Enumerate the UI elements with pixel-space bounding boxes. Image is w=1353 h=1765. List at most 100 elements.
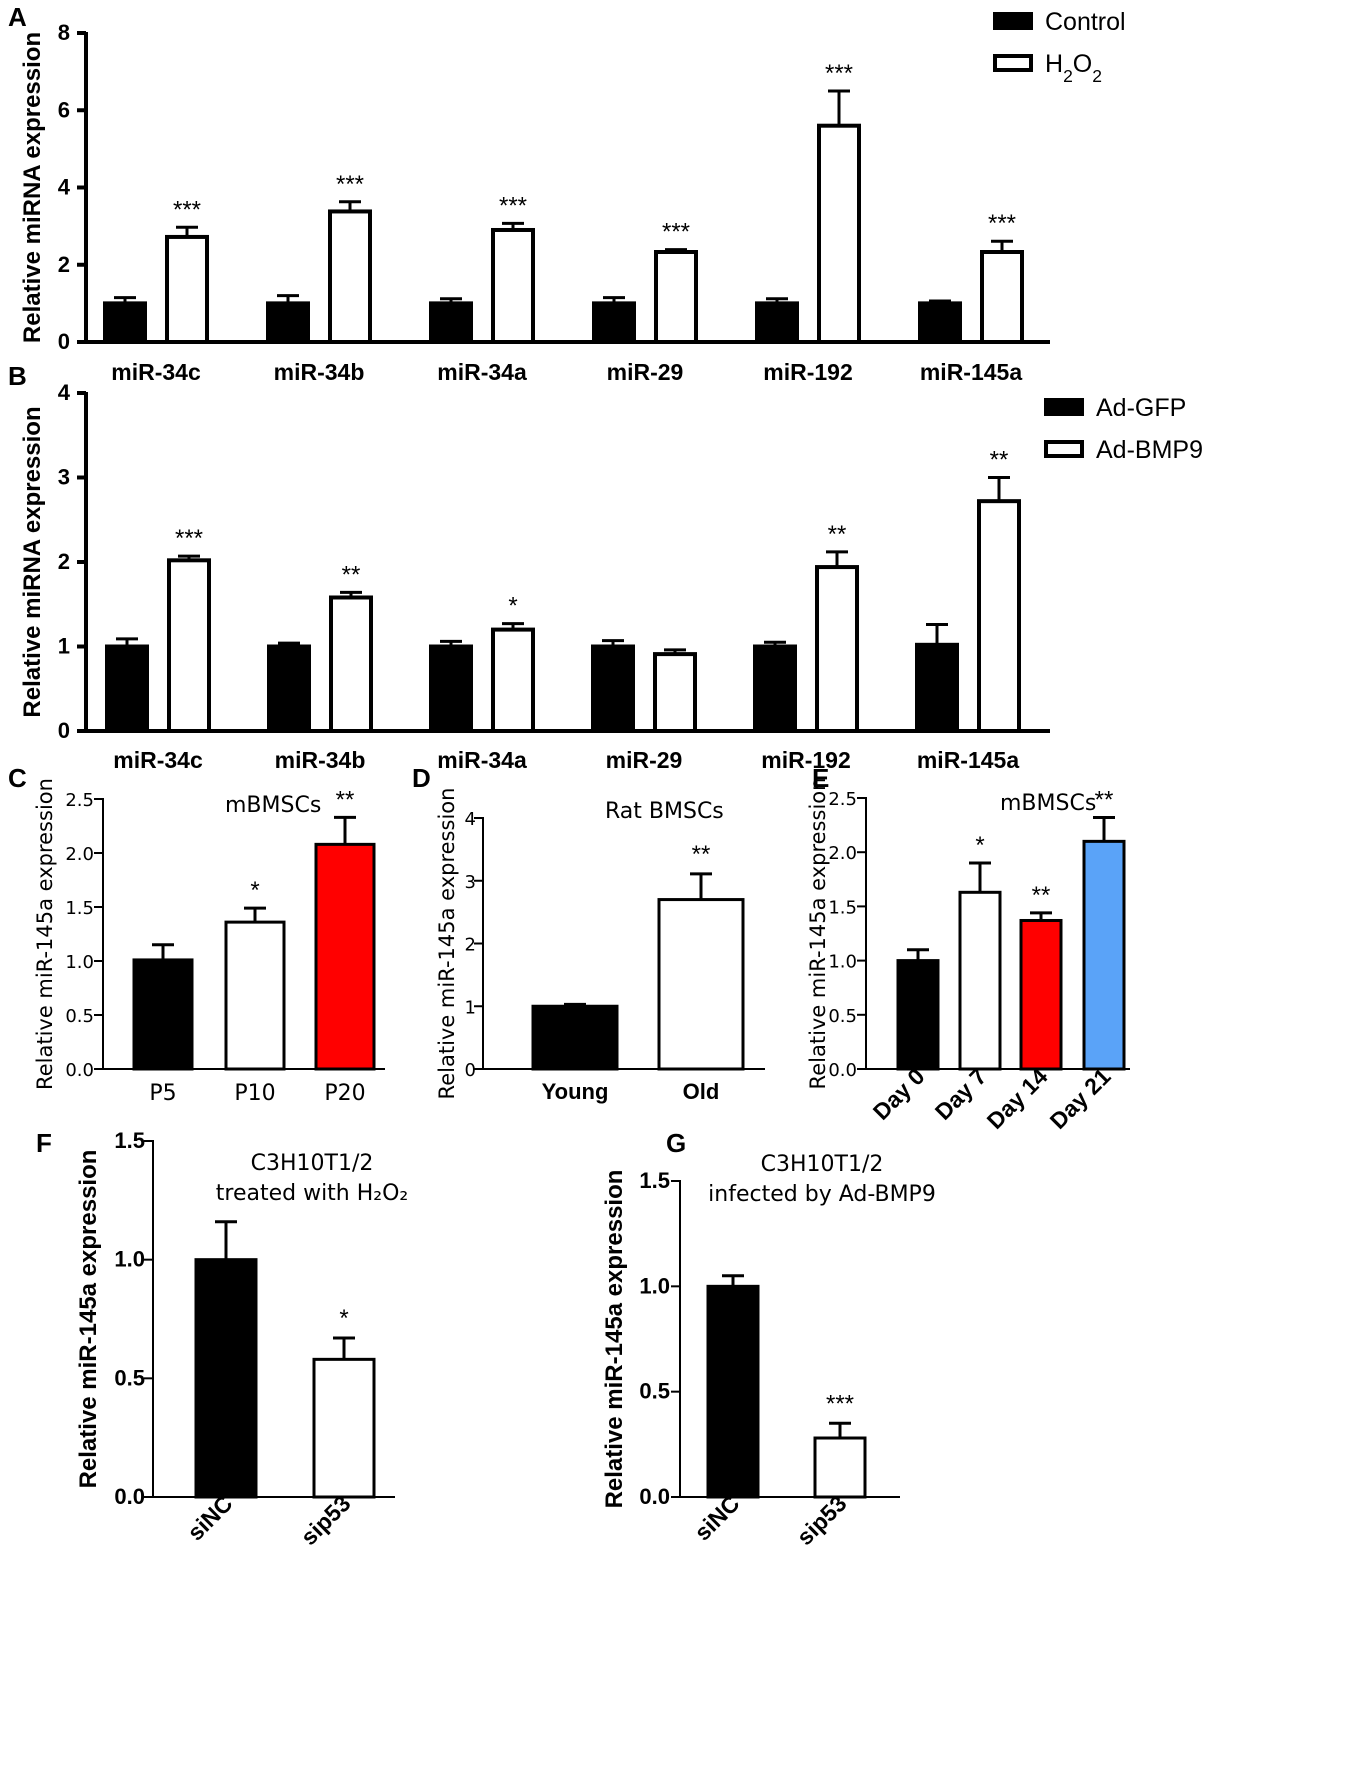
E-significance-label: ** [1032,882,1051,909]
E-ytick-label: 0.5 [828,1006,857,1027]
E-chart-title: mBMSCs [1000,791,1096,816]
C-y-axis-label: Relative miR-145a expression [33,778,57,1090]
B-ytick-label: 2 [58,549,70,574]
B-bar-miR-34b-Ad-GFP [267,644,311,733]
A-bar-miR-29-H2O2 [654,250,698,344]
D-ytick-label: 4 [465,809,476,830]
E-category-label: Day 21 [1045,1063,1116,1134]
E-ytick-label: 2.5 [828,789,857,810]
B-bar-miR-29-Ad-GFP [591,644,635,733]
G-chart-title-line: infected by Ad-BMP9 [708,1182,936,1207]
A-legend-swatch [993,12,1033,30]
F-ytick-label: 0.0 [114,1484,145,1509]
F-significance-label: * [339,1305,348,1332]
A-significance-label: *** [988,210,1016,237]
G-bar-siNC [706,1284,760,1499]
A-bar-miR-34c-Control [103,301,147,344]
A-ytick-label: 6 [58,97,70,122]
E-y-axis-label: Relative miR-145a expression [806,778,830,1090]
B-bar-miR-34c-Ad-GFP [105,644,149,733]
A-ytick-label: 4 [58,175,71,200]
A-bar-miR-29-Control [592,301,636,344]
B-bar-miR-192-Ad-BMP9 [815,565,859,733]
F-ytick-label: 0.5 [114,1365,145,1390]
B-bar-miR-145a-Ad-BMP9 [977,499,1021,733]
C-significance-label: ** [336,786,355,813]
C-ytick-label: 1.0 [65,952,94,973]
A-bar-miR-34c-H2O2 [165,234,209,344]
A-significance-label: *** [336,171,364,198]
D-ytick-label: 2 [465,935,476,956]
A-ytick-label: 8 [58,20,70,45]
E-bar-Day 21 [1082,839,1126,1071]
G-panel-label: G [666,1128,686,1158]
E-category-label: Day 0 [868,1063,930,1125]
G-ytick-label: 1.5 [639,1168,670,1193]
B-category-label: miR-192 [761,747,850,773]
C-bar-P5 [132,958,194,1071]
C-panel-label: C [8,763,27,793]
E-bar-Day 7 [958,890,1002,1071]
C-category-label: P5 [149,1081,176,1106]
A-bar-miR-34b-H2O2 [328,209,372,344]
A-legend-label: H2O2 [1045,50,1102,86]
B-ytick-label: 0 [58,718,70,743]
A-significance-label: *** [825,60,853,87]
B-significance-label: ** [342,561,361,588]
B-category-label: miR-145a [917,747,1019,773]
E-ytick-label: 1.0 [828,952,857,973]
E-significance-label: * [975,832,984,859]
B-significance-label: * [508,593,517,620]
E-bar-Day 14 [1019,918,1063,1071]
G-bar-sip53 [813,1436,867,1499]
D-panel-label: D [412,763,431,793]
D-chart-title: Rat BMSCs [605,799,724,824]
A-bar-miR-34a-Control [429,301,473,344]
C-ytick-label: 2.5 [65,790,94,811]
G-significance-label: *** [826,1390,854,1417]
B-bar-miR-192-Ad-GFP [753,644,797,733]
F-y-axis-label: Relative miR-145a expression [75,1150,102,1489]
B-ytick-label: 1 [58,634,70,659]
A-significance-label: *** [499,192,527,219]
A-bar-miR-34a-H2O2 [491,227,535,344]
D-bar-Old [657,898,745,1071]
B-y-axis-label: Relative miRNA expression [19,406,46,717]
C-ytick-label: 2.0 [65,844,94,865]
B-panel-label: B [8,361,27,391]
C-bar-P20 [314,842,376,1071]
B-bar-miR-34a-Ad-BMP9 [491,627,535,733]
D-bar-Young [531,1004,619,1071]
B-ytick-label: 3 [58,465,70,490]
C-ytick-label: 1.5 [65,898,94,919]
F-panel-label: F [36,1128,52,1158]
F-bar-siNC [194,1258,258,1499]
F-ytick-label: 1.0 [114,1247,145,1272]
E-ytick-label: 0.0 [828,1060,857,1081]
E-panel-label: E [812,763,829,793]
G-category-label: sip53 [792,1490,852,1550]
F-ytick-label: 1.5 [114,1128,145,1153]
C-category-label: P20 [324,1081,365,1106]
A-bar-miR-34b-Control [266,301,310,344]
B-category-label: miR-34b [275,747,366,773]
C-category-label: P10 [234,1081,275,1106]
A-bar-miR-192-H2O2 [817,123,861,344]
G-chart-title-line: C3H10T1/2 [761,1152,884,1177]
C-chart-title: mBMSCs [225,793,321,818]
B-bar-miR-34a-Ad-GFP [429,644,473,733]
A-significance-label: *** [173,196,201,223]
A-bar-miR-145a-H2O2 [980,250,1024,344]
B-bar-miR-145a-Ad-GFP [915,642,959,733]
B-category-label: miR-34a [437,747,527,773]
C-bar-P10 [224,920,286,1071]
G-ytick-label: 0.5 [639,1379,670,1404]
D-ytick-label: 1 [465,997,476,1018]
B-category-label: miR-29 [606,747,683,773]
A-category-label: miR-29 [607,359,684,385]
B-legend-label: Ad-BMP9 [1096,436,1203,464]
D-significance-label: ** [692,841,711,868]
A-y-axis-label: Relative miRNA expression [19,32,46,343]
